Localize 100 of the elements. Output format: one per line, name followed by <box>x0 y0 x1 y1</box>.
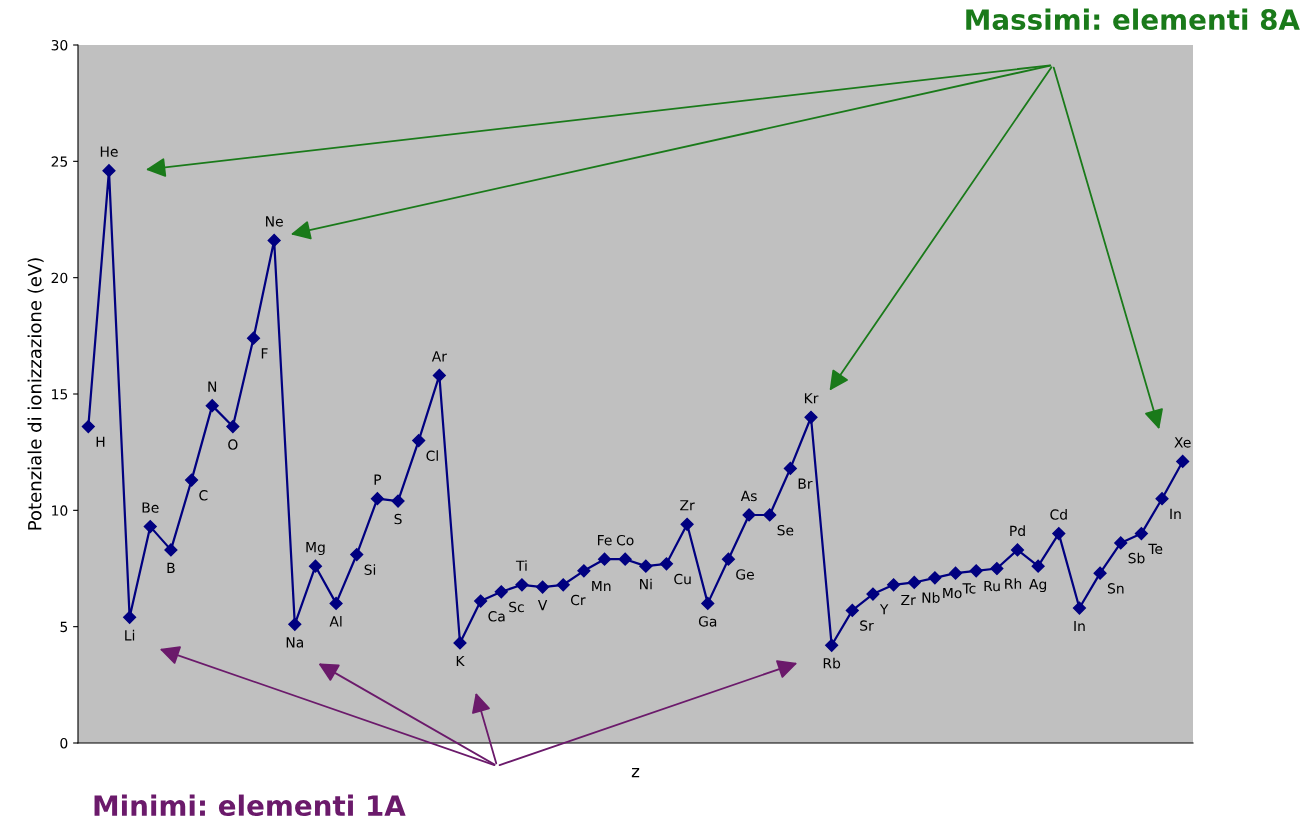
point <box>907 575 921 590</box>
data-label: Se <box>777 524 794 536</box>
point <box>205 399 219 413</box>
point <box>474 594 488 608</box>
data-label: V <box>537 600 548 611</box>
data-label: Be <box>142 502 159 513</box>
y-tick-label: 20 <box>51 272 68 284</box>
data-label: Ga <box>698 616 717 627</box>
point <box>143 520 157 534</box>
point <box>1176 454 1190 469</box>
data-label: P <box>374 474 382 485</box>
text: Minimi: elementi 1A <box>94 794 406 817</box>
data-label: Zr <box>901 594 916 606</box>
data-label: Co <box>616 534 634 546</box>
point <box>246 331 261 345</box>
data-label: Mo <box>943 587 962 599</box>
point <box>432 368 446 382</box>
point <box>659 557 674 571</box>
data-label: H <box>96 436 105 447</box>
x-axis-title: z <box>631 768 640 778</box>
point <box>123 610 137 624</box>
data-label: Pd <box>1010 525 1025 537</box>
data-label: He <box>100 146 118 157</box>
point <box>845 603 859 617</box>
data-label: Ti <box>515 560 527 571</box>
point <box>267 233 281 248</box>
point <box>701 596 715 610</box>
y-tick-label: 15 <box>52 389 68 400</box>
data-label: Sc <box>509 601 524 613</box>
point <box>102 164 116 178</box>
data-label: Ru <box>984 580 1000 592</box>
point <box>1052 527 1066 541</box>
point <box>948 566 963 580</box>
point <box>1072 601 1087 615</box>
data-label: Nb <box>922 592 940 603</box>
data-label: Cu <box>674 573 691 585</box>
point <box>928 571 942 585</box>
text: Massimi: elementi 8A <box>966 8 1300 31</box>
y-tick-label: 0 <box>60 737 68 749</box>
point <box>226 419 240 434</box>
data-label: F <box>261 348 268 359</box>
point <box>990 561 1004 576</box>
data-label: Ar <box>431 351 447 362</box>
data-label: Tc <box>962 583 976 594</box>
point <box>1114 536 1128 550</box>
data-label: As <box>740 490 757 502</box>
point <box>556 578 570 592</box>
point <box>866 587 880 601</box>
point <box>597 552 612 566</box>
point <box>350 547 364 562</box>
data-label: Na <box>286 637 303 648</box>
point <box>535 580 550 594</box>
data-label: Xe <box>1174 437 1191 448</box>
data-label: Rh <box>1005 578 1022 589</box>
data-label: Mg <box>306 542 325 556</box>
data-label: Sn <box>1107 583 1124 594</box>
data-label: N <box>208 381 217 392</box>
data-label: Ni <box>640 578 652 590</box>
data-label: B <box>167 562 175 573</box>
data-label: Sb <box>1128 552 1145 564</box>
point <box>288 617 302 631</box>
data-label: Rb <box>823 657 841 669</box>
data-label: O <box>228 439 238 450</box>
point <box>1031 559 1045 573</box>
data-label: Ag <box>1029 579 1047 593</box>
point <box>577 564 591 578</box>
point <box>1093 566 1107 580</box>
y-tick-label: 30 <box>51 39 68 51</box>
point <box>1155 492 1169 506</box>
data-label: Cd <box>1050 509 1067 520</box>
data-label: Cr <box>570 594 586 606</box>
point <box>1134 527 1148 541</box>
data-label: In <box>1170 508 1181 519</box>
data-label: Li <box>125 629 135 641</box>
data-label: Br <box>798 478 813 489</box>
point <box>453 636 467 650</box>
point <box>742 508 756 522</box>
data-label: Mn <box>592 580 611 592</box>
data-label: Ge <box>736 569 754 580</box>
point <box>494 585 508 599</box>
data-label: C <box>199 490 208 501</box>
point <box>763 508 777 522</box>
point <box>515 578 529 592</box>
point <box>164 543 178 557</box>
y-axis-title: Potenziale di ionizzazione (eV) <box>27 258 44 530</box>
point <box>804 410 818 424</box>
y-tick-label: 5 <box>60 621 68 633</box>
data-label: Fe <box>598 535 612 546</box>
data-label: K <box>456 655 465 667</box>
data-label: Sr <box>860 620 874 631</box>
y-tick-label: 25 <box>51 156 68 167</box>
point <box>1010 543 1025 557</box>
point <box>308 559 323 573</box>
point <box>618 552 632 566</box>
point <box>81 419 95 434</box>
point <box>969 564 983 578</box>
data-label: S <box>394 513 402 525</box>
data-label: Si <box>364 564 376 576</box>
point <box>887 578 901 592</box>
data-label: Kr <box>804 393 819 404</box>
